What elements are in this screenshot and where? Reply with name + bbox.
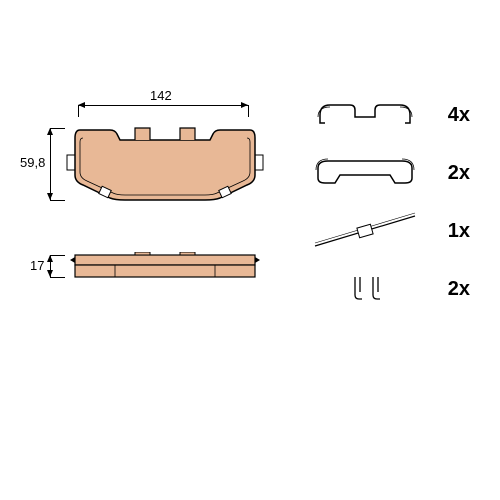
dim-ext-line [50, 200, 65, 201]
part-qty-label: 2x [420, 278, 470, 301]
dim-thickness-label: 17 [30, 258, 44, 273]
sensor-wire-icon [310, 211, 420, 251]
part-qty-label: 2x [420, 162, 470, 185]
parts-list: 4x 2x 1x [290, 90, 470, 322]
clip-top-icon [310, 95, 420, 135]
part-row: 1x [290, 206, 470, 256]
part-qty-label: 1x [420, 220, 470, 243]
pad-side-view [65, 252, 265, 282]
part-row: 2x [290, 148, 470, 198]
part-qty-label: 4x [420, 104, 470, 127]
pad-front-view [65, 120, 265, 210]
dim-height-label: 59,8 [20, 155, 45, 170]
dim-ext-line [50, 277, 65, 278]
part-row: 4x [290, 90, 470, 140]
dim-ext-line [248, 105, 249, 117]
diagram-container: 142 59,8 17 [0, 0, 500, 500]
dim-arrow-width [78, 105, 248, 106]
part-row: 2x [290, 264, 470, 314]
clip-wide-icon [310, 153, 420, 193]
dim-arrow-thickness [50, 255, 51, 277]
dim-width-label: 142 [150, 88, 172, 103]
pin-small-icon [310, 269, 420, 309]
dim-arrow-height [50, 128, 51, 200]
